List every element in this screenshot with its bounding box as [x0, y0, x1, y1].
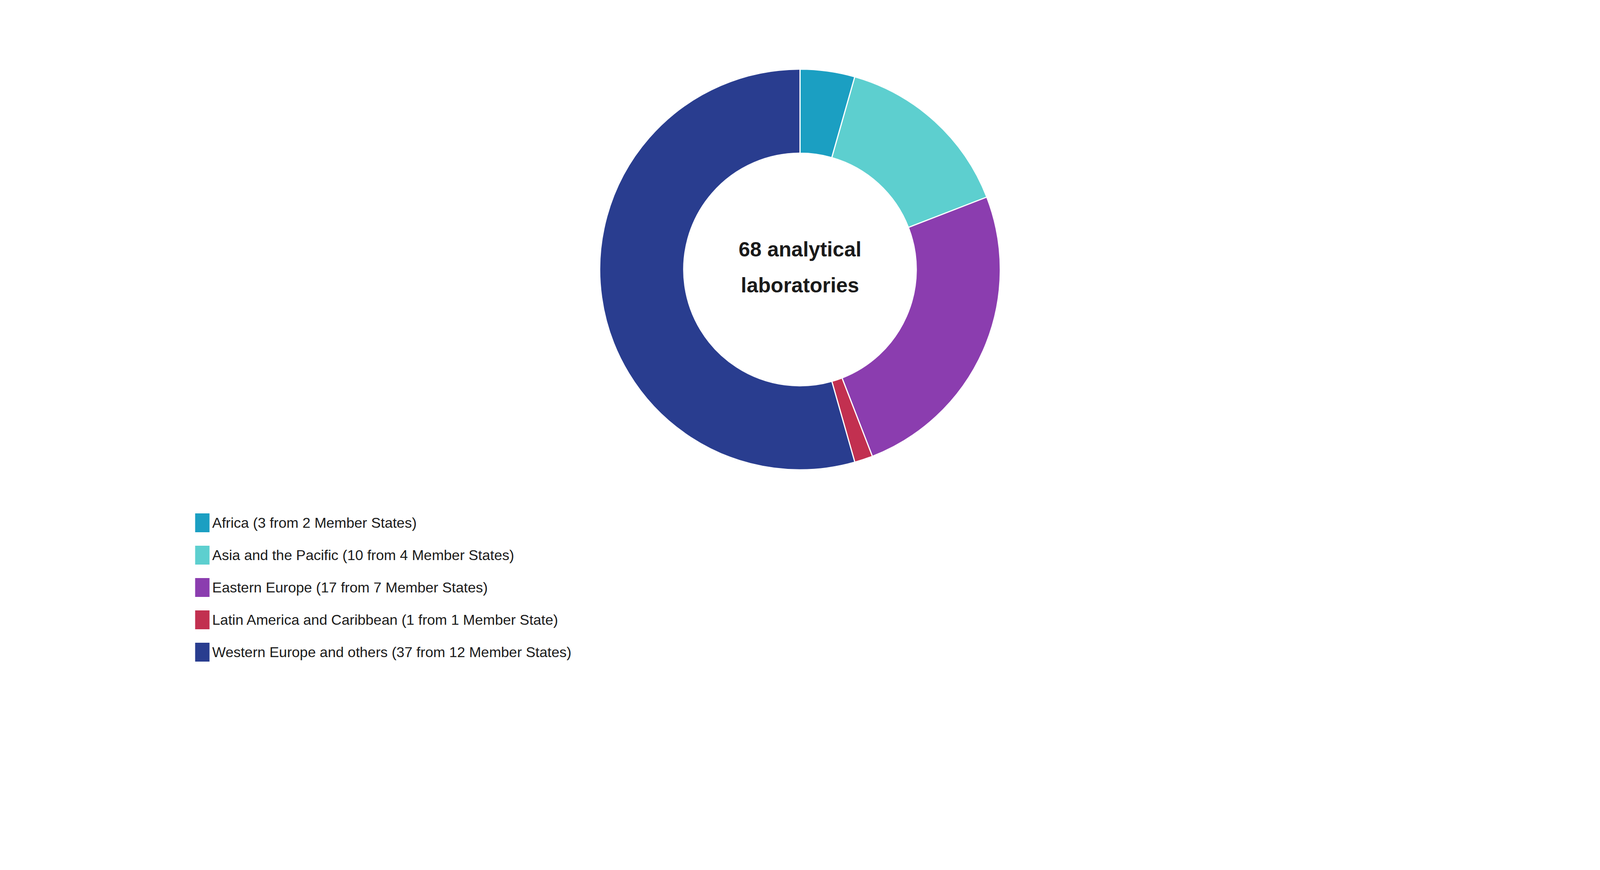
svg-text:Asia and the Pacific (10 from: Asia and the Pacific (10 from 4 Member S… — [212, 546, 515, 564]
svg-text:Western Europe and others (37: Western Europe and others (37 from 12 Me… — [212, 643, 572, 661]
svg-text:68 analytical: 68 analytical — [738, 237, 862, 261]
svg-text:laboratories: laboratories — [740, 273, 860, 297]
svg-text:Eastern Europe (17 from 7 Memb: Eastern Europe (17 from 7 Member States) — [212, 579, 489, 596]
svg-text:Africa (3 from 2 Member States: Africa (3 from 2 Member States) — [212, 514, 417, 531]
svg-text:Latin America and Caribbean (1: Latin America and Caribbean (1 from 1 Me… — [212, 611, 559, 628]
